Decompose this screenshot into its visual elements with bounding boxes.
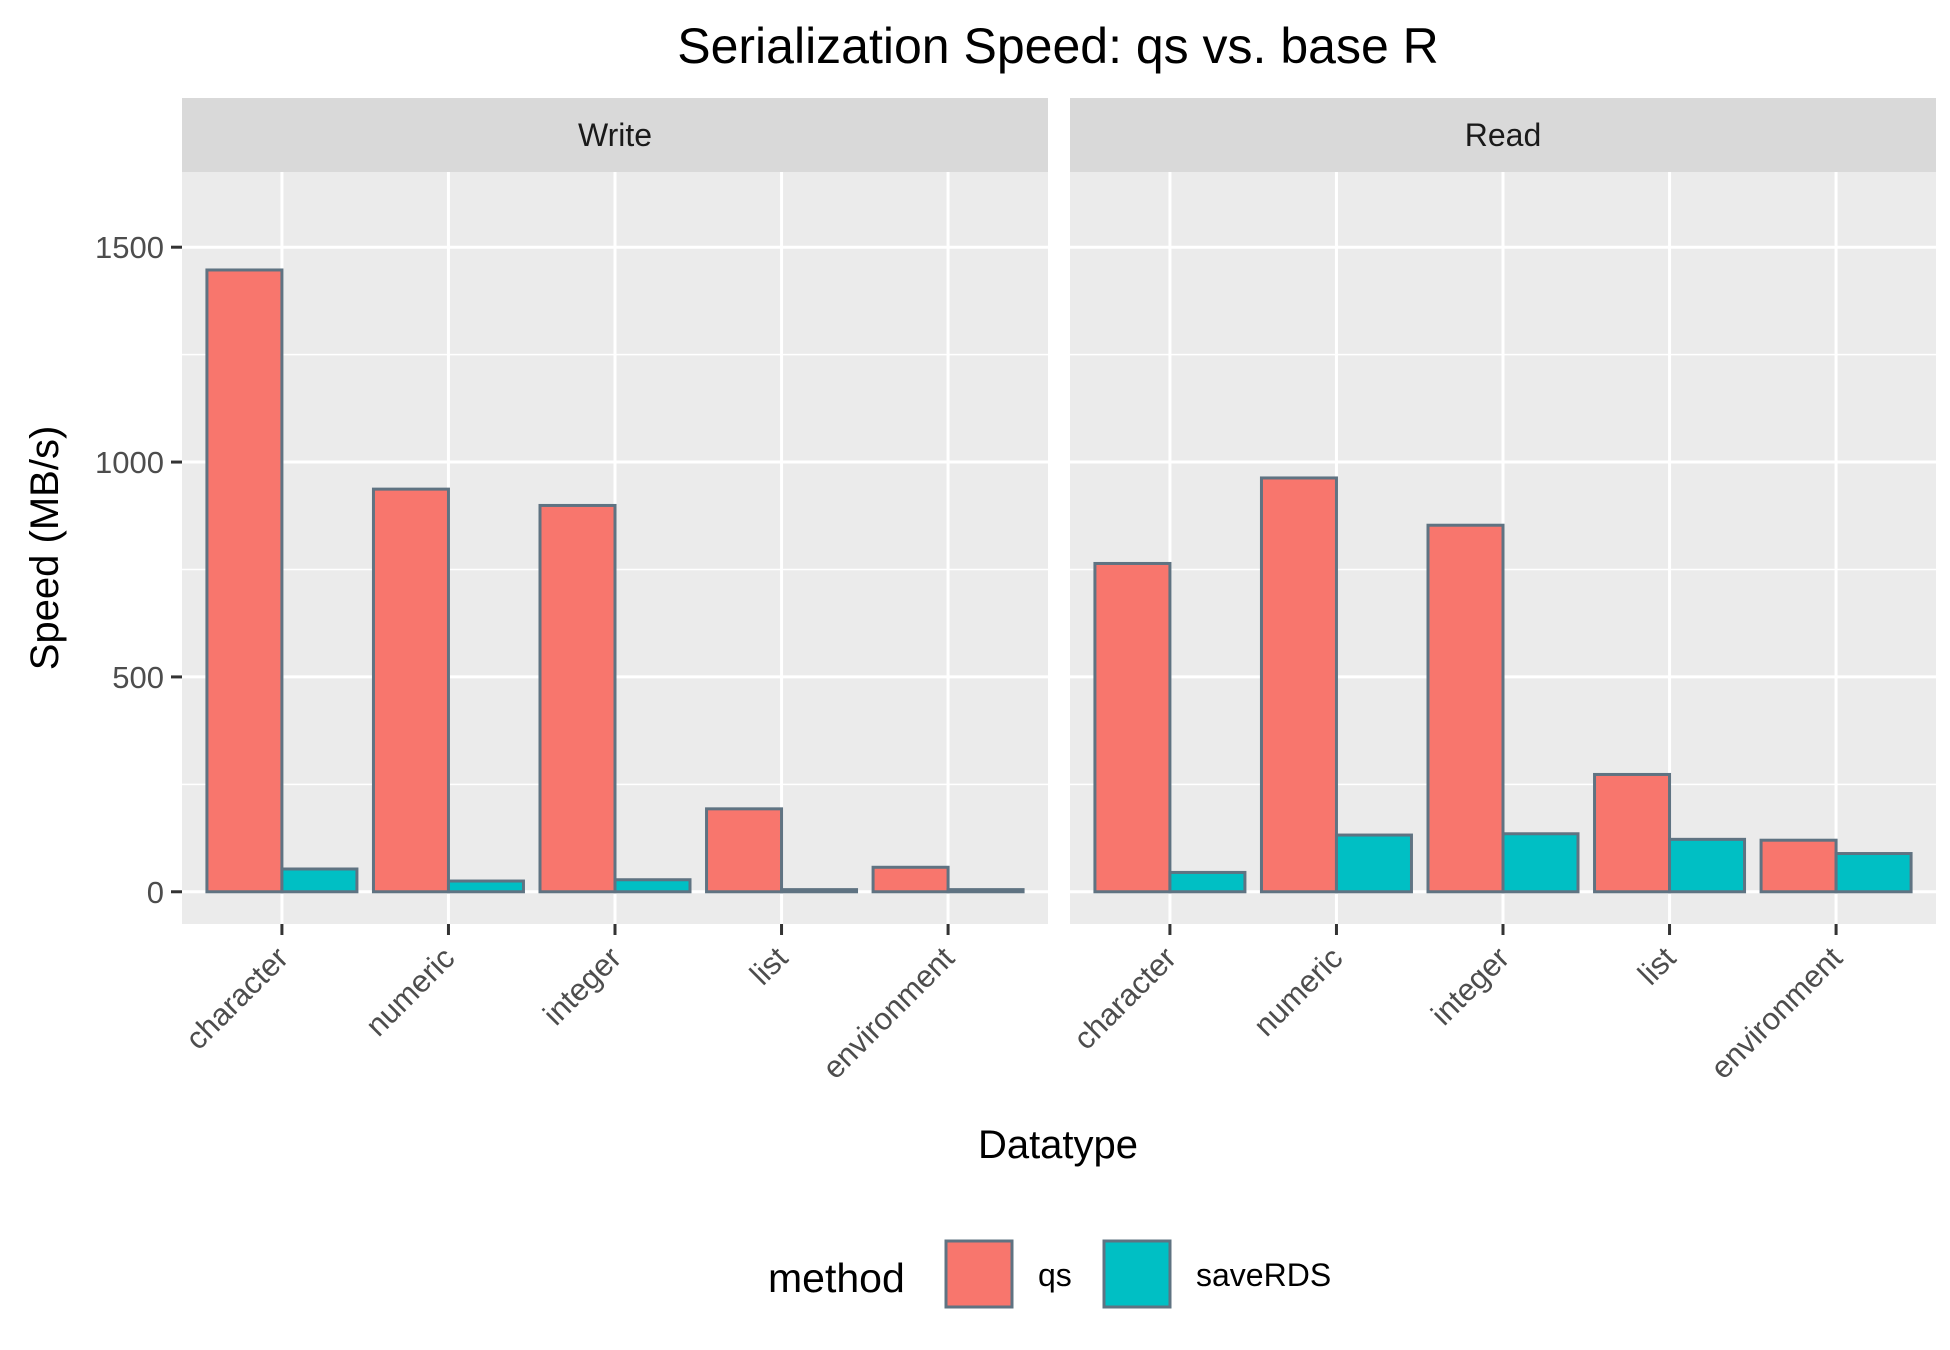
bar-qs-character: [205, 268, 284, 894]
bar-saveRDS-integer: [613, 878, 692, 894]
bar-saveRDS-character: [280, 867, 359, 894]
bar-saveRDS-character: [1168, 870, 1247, 894]
x-tick-label: integer: [1424, 940, 1516, 1032]
x-tick-label: numeric: [1247, 940, 1350, 1043]
bar-qs-environment: [871, 865, 950, 894]
facet-strip: [1070, 98, 1936, 172]
x-tick-label: character: [179, 940, 295, 1056]
x-tick-label: environment: [1704, 940, 1850, 1086]
facet-strip: [182, 98, 1048, 172]
legend: method qs saveRDS: [768, 1239, 1331, 1309]
bar-qs-numeric: [1259, 476, 1338, 894]
x-tick-label: list: [1631, 940, 1683, 992]
bar-qs-list: [1593, 772, 1672, 894]
bar-qs-integer: [1426, 523, 1505, 894]
facet-strip-label: Read: [1465, 117, 1542, 153]
legend-key-qs: [944, 1239, 1014, 1309]
legend-label-qs: qs: [1038, 1257, 1072, 1293]
facet-panels: Write character numeric integer list environm…: [95, 98, 1936, 1086]
bar-qs-list: [705, 807, 784, 894]
x-tick-label: character: [1067, 940, 1183, 1056]
y-tick-label: 1500: [95, 230, 164, 265]
bar-qs-environment: [1759, 838, 1838, 894]
bar-saveRDS-list: [1668, 837, 1747, 894]
bar-saveRDS-environment: [1834, 852, 1913, 894]
x-tick-label: environment: [816, 940, 962, 1086]
bar-qs-numeric: [371, 487, 450, 894]
x-tick-label: numeric: [359, 940, 462, 1043]
bar-saveRDS-environment: [946, 888, 1025, 894]
chart-title: Serialization Speed: qs vs. base R: [677, 18, 1439, 74]
y-tick-label: 500: [112, 660, 164, 695]
x-axis-title: Datatype: [978, 1123, 1138, 1167]
y-tick-label: 0: [147, 875, 164, 910]
bar-saveRDS-numeric: [446, 879, 525, 894]
bar-qs-integer: [538, 503, 617, 894]
facet-strip-label: Write: [578, 117, 652, 153]
legend-title: method: [768, 1255, 905, 1301]
x-tick-label: list: [743, 940, 795, 992]
y-tick-label: 1000: [95, 445, 164, 480]
x-tick-label: integer: [536, 940, 628, 1032]
legend-key-saveRDS: [1102, 1239, 1172, 1309]
legend-label-saveRDS: saveRDS: [1196, 1257, 1331, 1293]
bar-saveRDS-numeric: [1334, 833, 1413, 894]
bar-qs-character: [1093, 561, 1172, 894]
bar-saveRDS-list: [780, 888, 859, 894]
facet-panel-read: Read character numeric integer list environme…: [1067, 98, 1936, 1086]
facet-panel-write: Write character numeric integer list environm…: [95, 98, 1048, 1086]
bar-saveRDS-integer: [1501, 832, 1580, 894]
y-axis-title: Speed (MB/s): [23, 426, 67, 671]
